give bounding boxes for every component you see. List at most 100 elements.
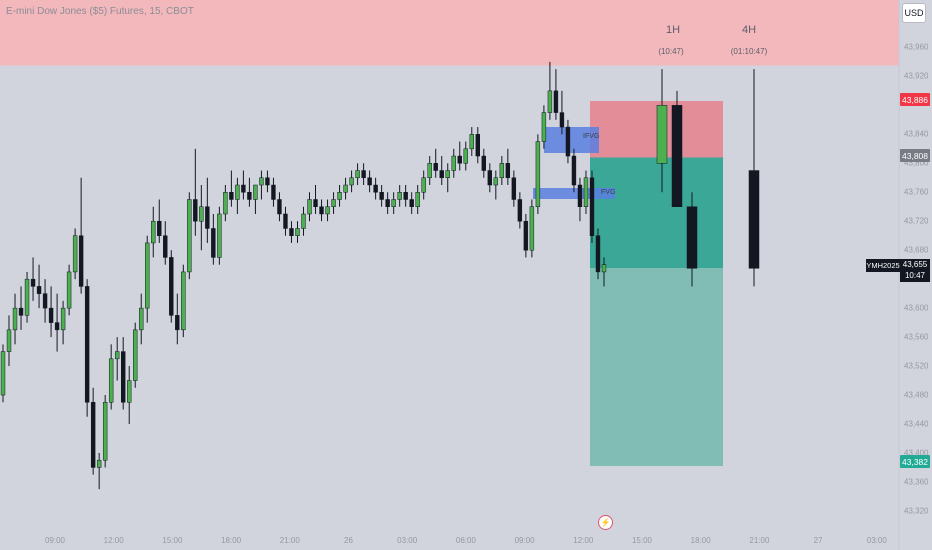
candle <box>577 184 583 207</box>
candle <box>108 358 114 403</box>
candle <box>289 228 294 236</box>
y-tick-label: 43,560 <box>904 332 929 342</box>
candle <box>457 155 462 164</box>
candle <box>409 199 414 207</box>
candle <box>541 112 547 142</box>
x-tick-label: 26 <box>344 536 353 545</box>
candle <box>313 199 318 207</box>
candle <box>493 177 499 186</box>
y-tick-label: 43,800 <box>904 158 929 168</box>
candle <box>271 184 276 200</box>
candle <box>571 155 577 186</box>
x-tick-label: 06:00 <box>455 536 476 545</box>
y-tick-label: 43,960 <box>904 42 929 52</box>
chart-title: E-mini Dow Jones ($5) Futures, 15, CBOT <box>6 6 194 17</box>
candle <box>163 235 168 258</box>
y-tick-label: 43,920 <box>904 71 929 81</box>
candle <box>373 184 378 193</box>
candle <box>451 155 456 171</box>
candle <box>433 163 438 171</box>
candle <box>439 170 444 179</box>
profit-zone-filled <box>590 157 723 269</box>
candle <box>475 134 480 157</box>
x-tick-label: 18:00 <box>690 536 711 545</box>
htf-candle <box>656 105 668 164</box>
candle <box>343 184 348 193</box>
candle <box>169 257 174 316</box>
candle <box>145 242 150 309</box>
candle <box>187 199 192 273</box>
ifvg-box <box>544 127 599 153</box>
candle <box>337 192 342 200</box>
candle <box>102 402 108 461</box>
lightning-icon[interactable]: ⚡ <box>598 515 613 530</box>
candle <box>469 134 474 150</box>
candle <box>24 278 30 316</box>
candle <box>331 199 336 207</box>
symbol-label: YMH2025 <box>866 259 900 272</box>
bar-countdown: 10:47 <box>904 271 926 280</box>
timeframe-1h-label: 1H <box>665 24 681 36</box>
candle <box>535 141 541 207</box>
candle <box>18 307 24 316</box>
premium-zone <box>0 0 899 66</box>
candle <box>223 192 228 215</box>
stop-price-label: 43,886 <box>900 93 930 106</box>
candle <box>253 184 258 200</box>
x-tick-label: 12:00 <box>103 536 124 545</box>
candle <box>565 126 571 157</box>
candle <box>157 220 162 236</box>
candle <box>6 329 12 352</box>
candle <box>445 170 450 179</box>
candle <box>247 192 252 200</box>
candle <box>12 307 18 331</box>
candle <box>403 192 408 200</box>
candle <box>385 199 390 207</box>
candle <box>463 148 468 164</box>
candle <box>301 213 306 229</box>
y-tick-label: 43,840 <box>904 129 929 139</box>
candle <box>265 177 270 186</box>
candle <box>48 307 54 323</box>
candle <box>319 206 324 215</box>
candle <box>295 228 300 236</box>
candle <box>84 286 90 403</box>
candle <box>517 199 523 222</box>
candle <box>397 192 402 200</box>
fvg-box <box>533 188 615 199</box>
currency-button[interactable]: USD <box>902 3 926 23</box>
candle <box>511 177 517 200</box>
candle <box>0 351 6 396</box>
x-tick-label: 21:00 <box>749 536 770 545</box>
htf-candle <box>686 206 698 269</box>
last-price-label: 43,655 10:47 <box>900 259 930 282</box>
candle <box>559 112 565 128</box>
candle <box>72 235 78 273</box>
htf-candle <box>748 170 760 269</box>
fvg-tag: FVG <box>601 189 616 196</box>
candle <box>601 264 607 273</box>
candle <box>175 315 180 331</box>
candle <box>54 322 60 331</box>
last-price-value: 43,655 <box>902 260 928 269</box>
x-tick-label: 09:00 <box>44 536 66 545</box>
candle <box>349 177 354 186</box>
candle <box>523 220 529 251</box>
candle <box>367 177 372 186</box>
candle <box>307 199 312 215</box>
timeframe-4h-countdown: (01:10:47) <box>730 47 768 56</box>
candle <box>199 206 204 222</box>
x-tick-label: 03:00 <box>866 536 887 545</box>
candle <box>181 271 186 331</box>
htf-candle <box>671 105 683 207</box>
candle <box>361 170 366 179</box>
candle <box>241 184 246 193</box>
candle <box>30 278 36 287</box>
candle <box>283 213 288 229</box>
x-tick-label: 03:00 <box>397 536 418 545</box>
x-tick-label: 18:00 <box>221 536 242 545</box>
x-tick-label: 15:00 <box>631 536 653 545</box>
candle <box>114 351 120 360</box>
candle <box>421 177 426 193</box>
